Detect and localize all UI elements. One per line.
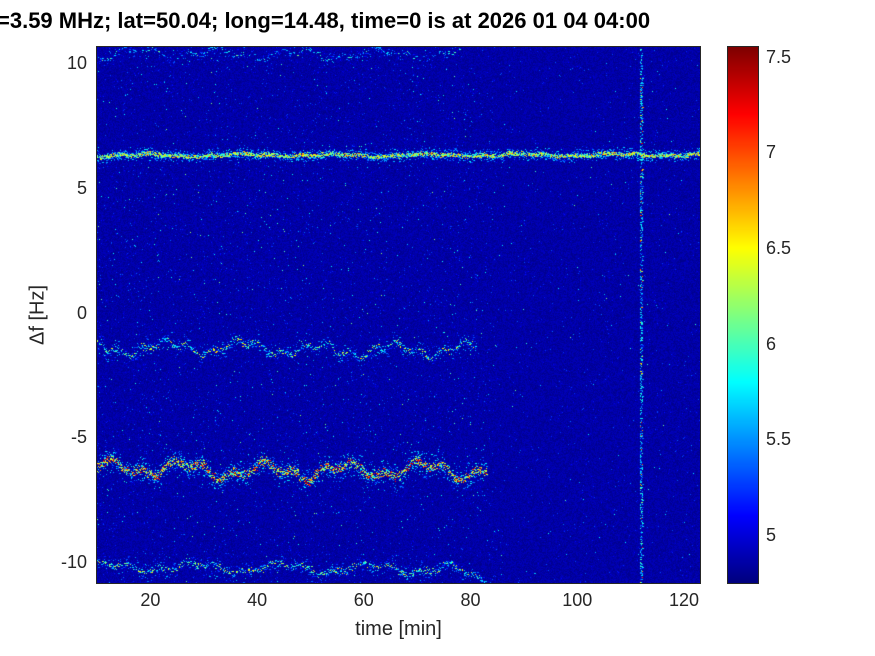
y-tick-label: -5 (70, 427, 87, 448)
y-tick-label: 0 (76, 302, 87, 323)
x-tick-label: 40 (247, 590, 268, 610)
colorbar (727, 46, 759, 584)
colorbar-tick-label: 6 (766, 333, 777, 354)
spectrogram-canvas (96, 46, 701, 584)
colorbar-tick-label: 7 (766, 142, 777, 163)
x-tick-label: 80 (460, 590, 481, 610)
y-tick-label: 10 (66, 53, 87, 74)
y-tick-label: 5 (76, 177, 87, 198)
colorbar-tick-label: 7.5 (766, 46, 792, 67)
colorbar-tick-label: 5 (766, 525, 777, 546)
x-tick-label: 100 (562, 590, 593, 610)
x-tick-label: 60 (353, 590, 374, 610)
y-tick-label: -10 (60, 551, 87, 572)
colorbar-tick-label: 5.5 (766, 429, 792, 450)
x-tick-label: 20 (140, 590, 161, 610)
colorbar-tick-label: 6.5 (766, 238, 792, 258)
chart-title: =3.59 MHz; lat=50.04; long=14.48, time=0… (0, 8, 651, 33)
x-tick-label: 120 (668, 590, 700, 610)
x-axis-label: time [min] (355, 618, 442, 640)
